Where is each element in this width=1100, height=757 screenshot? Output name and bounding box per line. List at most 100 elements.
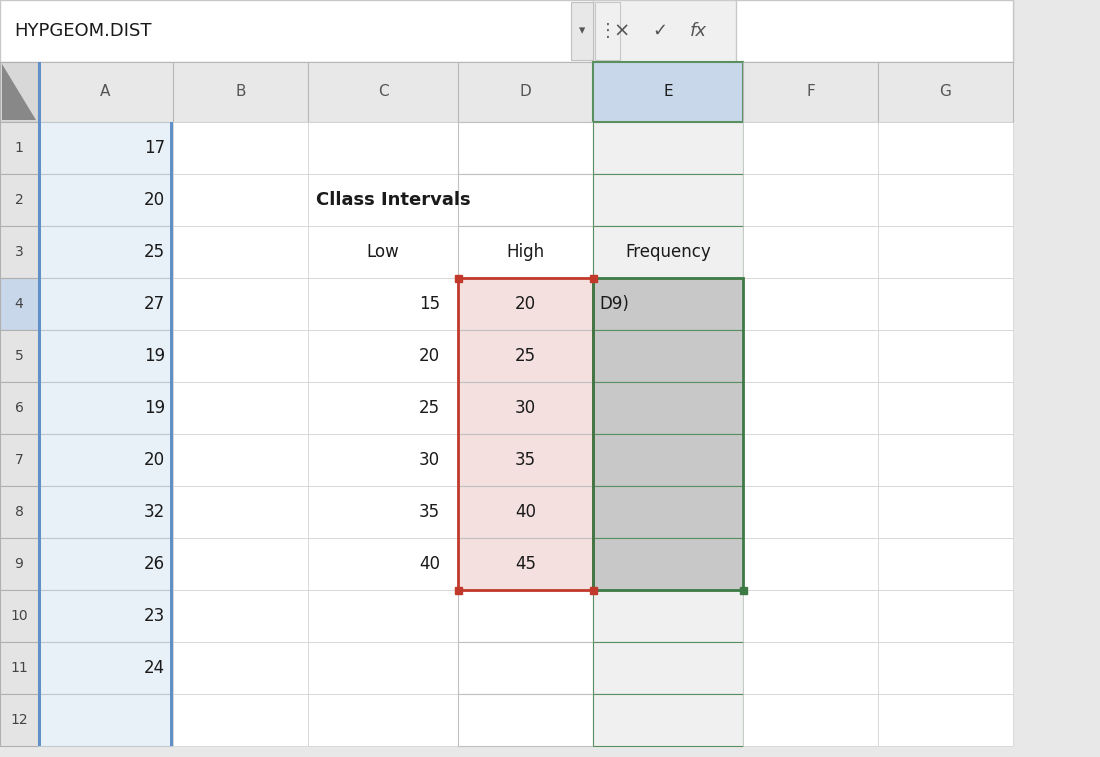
Bar — [173, 434, 308, 486]
Bar — [0, 382, 39, 434]
Bar — [458, 642, 593, 694]
Bar — [593, 382, 743, 434]
Bar — [0, 278, 39, 330]
Bar — [742, 382, 878, 434]
Bar — [308, 330, 458, 382]
Bar — [742, 642, 878, 694]
Text: ⋮: ⋮ — [598, 22, 616, 40]
Bar — [39, 486, 173, 538]
Bar — [742, 226, 878, 278]
Text: 15: 15 — [419, 295, 440, 313]
Bar — [170, 122, 173, 746]
Bar — [39, 434, 173, 486]
Text: ▾: ▾ — [579, 24, 585, 38]
Text: ✓: ✓ — [652, 22, 668, 40]
Text: 45: 45 — [515, 555, 536, 573]
Bar — [571, 2, 593, 60]
Bar — [458, 278, 593, 590]
Text: fx: fx — [690, 22, 706, 40]
Bar — [878, 382, 1013, 434]
Bar — [39, 538, 173, 590]
Bar — [0, 174, 39, 226]
Text: High: High — [506, 243, 544, 261]
Bar — [878, 278, 1013, 330]
Bar — [593, 486, 743, 538]
Bar — [173, 590, 308, 642]
Text: 24: 24 — [144, 659, 165, 677]
Bar — [173, 278, 308, 330]
Bar — [39, 122, 173, 174]
Bar — [173, 62, 308, 122]
Bar — [878, 330, 1013, 382]
Bar — [458, 330, 593, 382]
Bar — [742, 694, 878, 746]
Bar — [878, 122, 1013, 174]
Bar — [742, 62, 878, 122]
Text: HYPGEOM.DIST: HYPGEOM.DIST — [14, 22, 152, 40]
Bar — [458, 278, 593, 330]
Bar — [593, 278, 743, 330]
Text: A: A — [100, 85, 111, 99]
Bar — [39, 62, 41, 746]
Bar — [458, 226, 593, 278]
Text: 12: 12 — [10, 713, 28, 727]
Bar — [739, 587, 747, 593]
Text: ×: × — [614, 21, 630, 41]
Text: 7: 7 — [14, 453, 23, 467]
Bar — [0, 122, 39, 174]
Bar — [878, 226, 1013, 278]
Text: 11: 11 — [10, 661, 28, 675]
Bar — [742, 122, 878, 174]
Bar — [593, 434, 743, 486]
Text: 6: 6 — [14, 401, 23, 415]
Text: 30: 30 — [515, 399, 536, 417]
Text: 32: 32 — [144, 503, 165, 521]
Bar — [593, 538, 743, 590]
Bar — [308, 590, 458, 642]
Bar — [39, 278, 173, 330]
Text: Low: Low — [366, 243, 399, 261]
Bar — [0, 330, 39, 382]
Bar — [173, 330, 308, 382]
Text: 23: 23 — [144, 607, 165, 625]
Bar — [458, 122, 593, 174]
Text: 9: 9 — [14, 557, 23, 571]
Bar — [878, 174, 1013, 226]
Bar — [878, 642, 1013, 694]
Text: 5: 5 — [14, 349, 23, 363]
Text: 25: 25 — [144, 243, 165, 261]
Text: G: G — [939, 85, 952, 99]
Bar — [458, 382, 593, 434]
Bar — [0, 62, 39, 122]
Bar — [173, 226, 308, 278]
Bar — [39, 694, 173, 746]
Text: 1: 1 — [14, 141, 23, 155]
Text: 20: 20 — [515, 295, 536, 313]
Bar — [878, 694, 1013, 746]
Bar — [593, 62, 743, 122]
Bar — [878, 434, 1013, 486]
Bar — [458, 486, 593, 538]
Bar — [742, 590, 878, 642]
Bar — [454, 587, 462, 593]
Bar — [308, 486, 458, 538]
Bar — [878, 538, 1013, 590]
Bar — [593, 590, 743, 642]
Bar — [39, 226, 173, 278]
Bar — [0, 226, 39, 278]
Bar — [593, 330, 743, 382]
Text: 10: 10 — [10, 609, 28, 623]
Bar — [454, 275, 462, 282]
Bar — [878, 486, 1013, 538]
Bar — [308, 382, 458, 434]
Text: 4: 4 — [14, 297, 23, 311]
Bar — [593, 226, 743, 278]
Bar — [742, 174, 878, 226]
Bar — [39, 382, 173, 434]
Text: 27: 27 — [144, 295, 165, 313]
Bar — [0, 434, 39, 486]
Bar — [39, 174, 173, 226]
Bar — [0, 694, 39, 746]
Bar — [308, 122, 458, 174]
Bar — [878, 62, 1013, 122]
